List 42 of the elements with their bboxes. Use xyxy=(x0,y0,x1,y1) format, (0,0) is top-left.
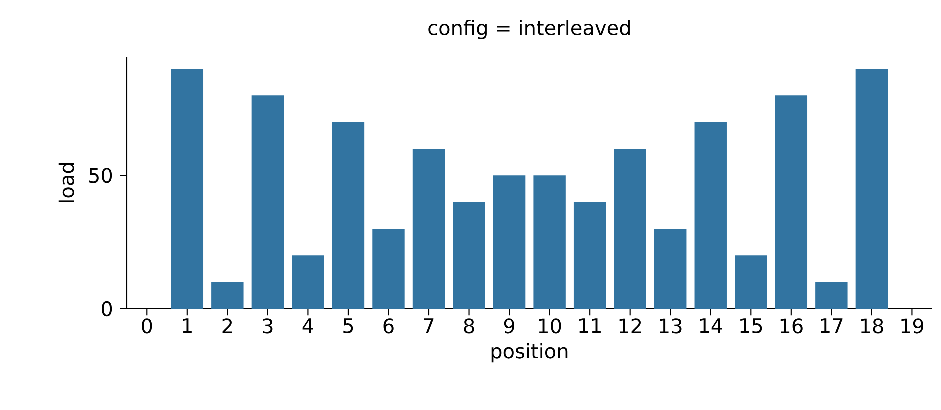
bar xyxy=(654,228,687,309)
x-tick-label: 16 xyxy=(780,318,803,334)
bar xyxy=(614,149,646,309)
bar xyxy=(493,176,526,309)
x-tick-label: 14 xyxy=(700,318,722,334)
x-tick-label: 12 xyxy=(620,318,642,334)
bar xyxy=(694,122,727,309)
x-tick-label: 8 xyxy=(464,318,474,334)
bar xyxy=(212,282,244,309)
x-axis-title: position xyxy=(492,343,568,363)
x-tick-label: 3 xyxy=(263,318,273,334)
x-tick-label: 10 xyxy=(539,318,562,334)
bar xyxy=(453,202,486,309)
x-tick-label: 6 xyxy=(384,318,394,334)
x-tick-label: 18 xyxy=(861,318,884,334)
bar xyxy=(252,96,284,309)
bar xyxy=(534,176,566,309)
x-tick-label: 2 xyxy=(222,318,232,334)
bar xyxy=(856,69,888,309)
x-tick-label: 11 xyxy=(580,318,601,334)
x-tick-label: 9 xyxy=(504,318,514,334)
bar xyxy=(816,282,848,309)
x-tick-label: 19 xyxy=(902,318,924,334)
bar xyxy=(574,202,606,309)
x-tick-label: 1 xyxy=(183,318,192,334)
x-tick-label: 7 xyxy=(424,318,434,334)
bar xyxy=(171,69,204,309)
x-tick-label: 17 xyxy=(821,318,843,334)
x-tick-label: 13 xyxy=(660,318,682,334)
bar xyxy=(775,96,808,309)
bar xyxy=(372,228,405,309)
bar xyxy=(735,256,768,309)
y-axis-title: load xyxy=(58,163,74,202)
bar xyxy=(332,122,365,309)
bar xyxy=(292,256,324,309)
y-tick-label: 50 xyxy=(90,168,112,184)
bar xyxy=(412,149,446,309)
x-tick-label: 4 xyxy=(302,318,314,334)
x-tick-label: 0 xyxy=(142,318,152,334)
x-tick-label: 5 xyxy=(344,318,354,334)
chart-title: config = interleaved xyxy=(428,20,630,40)
x-tick-label: 15 xyxy=(740,318,762,334)
